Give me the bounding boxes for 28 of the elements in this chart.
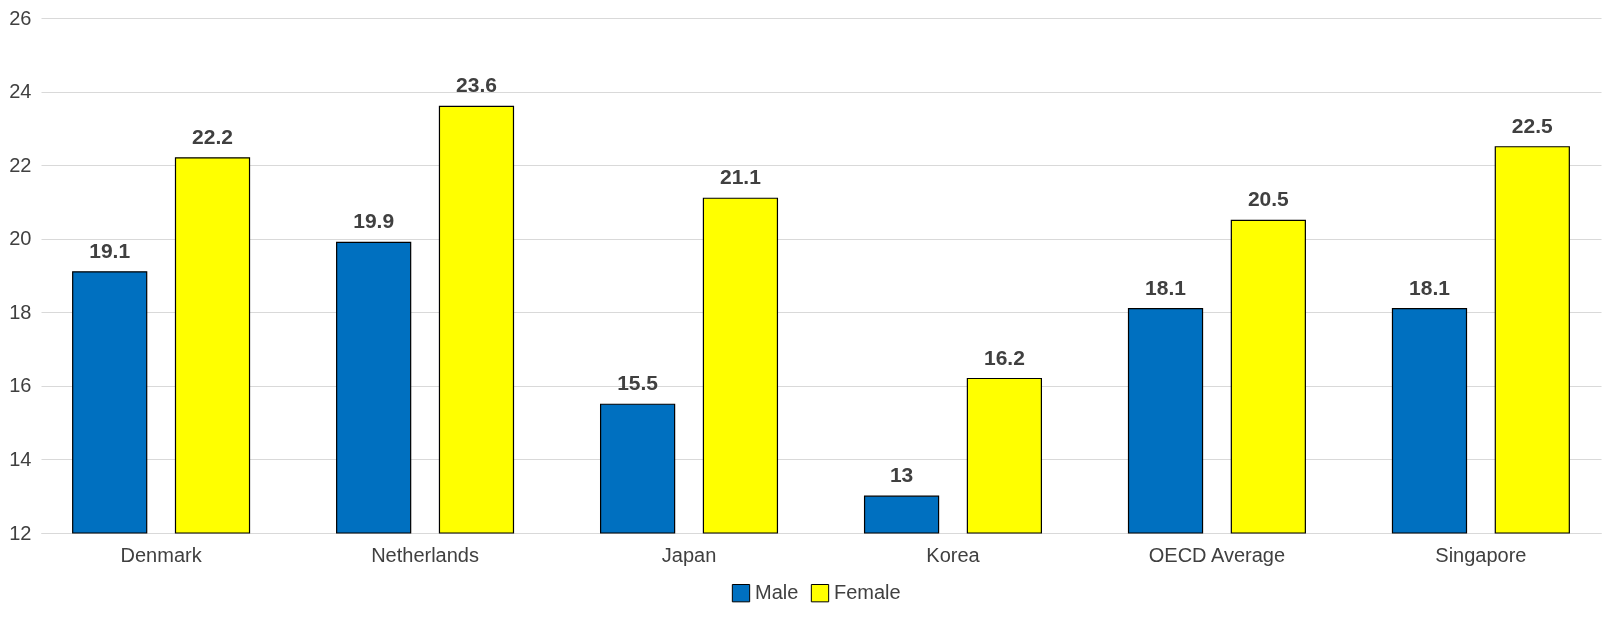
- y-tick-label: 26: [9, 6, 32, 29]
- data-label: 16.2: [983, 345, 1025, 369]
- legend-label: Male: [755, 581, 799, 604]
- data-label: 19.9: [353, 209, 395, 233]
- data-label: 20.5: [1247, 187, 1290, 211]
- data-label: 18.1: [1409, 275, 1451, 299]
- y-tick-label: 20: [9, 227, 32, 250]
- data-label: 19.1: [89, 238, 131, 262]
- data-label: 21.1: [719, 165, 762, 189]
- x-tick-label: Korea: [926, 543, 981, 566]
- legend-label: Female: [834, 581, 901, 604]
- data-label: 15.5: [617, 371, 659, 395]
- data-label: 23.6: [456, 73, 497, 97]
- x-tick-label: Denmark: [120, 543, 203, 566]
- x-tick-label: OECD Average: [1148, 543, 1286, 566]
- y-tick-label: 12: [9, 521, 32, 544]
- y-tick-label: 22: [9, 153, 32, 176]
- x-tick-label: Netherlands: [371, 543, 479, 566]
- x-tick-label: Japan: [661, 543, 717, 566]
- y-tick-label: 14: [9, 447, 32, 470]
- data-label: 22.2: [192, 124, 233, 148]
- data-label: 22.5: [1511, 113, 1554, 137]
- x-tick-label: Singapore: [1435, 543, 1527, 566]
- y-tick-label: 24: [9, 80, 32, 103]
- y-tick-label: 16: [9, 374, 32, 397]
- data-label: 13: [889, 463, 914, 487]
- y-tick-label: 18: [9, 300, 32, 323]
- data-label: 18.1: [1145, 275, 1187, 299]
